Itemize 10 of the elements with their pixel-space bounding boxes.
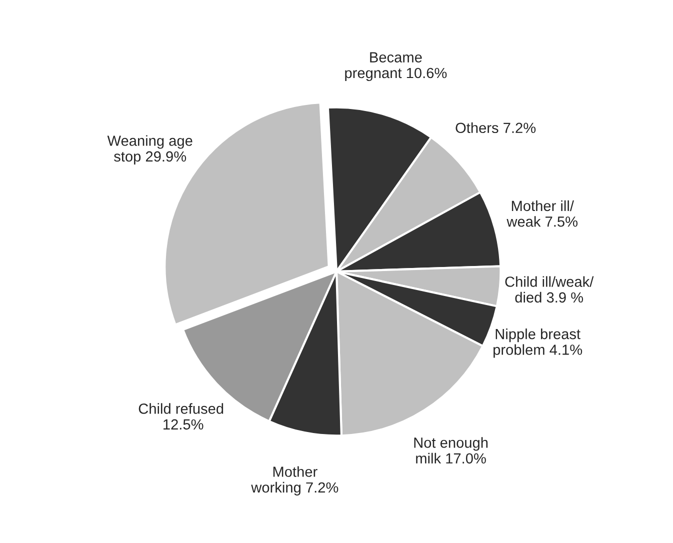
slice-label: Became pregnant 10.6% — [345, 52, 447, 82]
slice-label: Mother working 7.2% — [251, 466, 338, 496]
slice-label: Child ill/weak/ died 3.9 % — [505, 276, 594, 303]
slice-label: Not enough milk 17.0% — [414, 437, 488, 464]
slice-label: Child refused — [138, 403, 224, 414]
slice-label: Weaning age stop 29.9% — [107, 135, 192, 165]
slice-label: Others 7.2% — [456, 122, 536, 134]
slice-label: Mother ill/ weak 7.5% — [506, 200, 578, 227]
slice-label: Nipple breast problem 4.1% — [494, 328, 582, 358]
data-label: 12.5% — [164, 419, 204, 430]
